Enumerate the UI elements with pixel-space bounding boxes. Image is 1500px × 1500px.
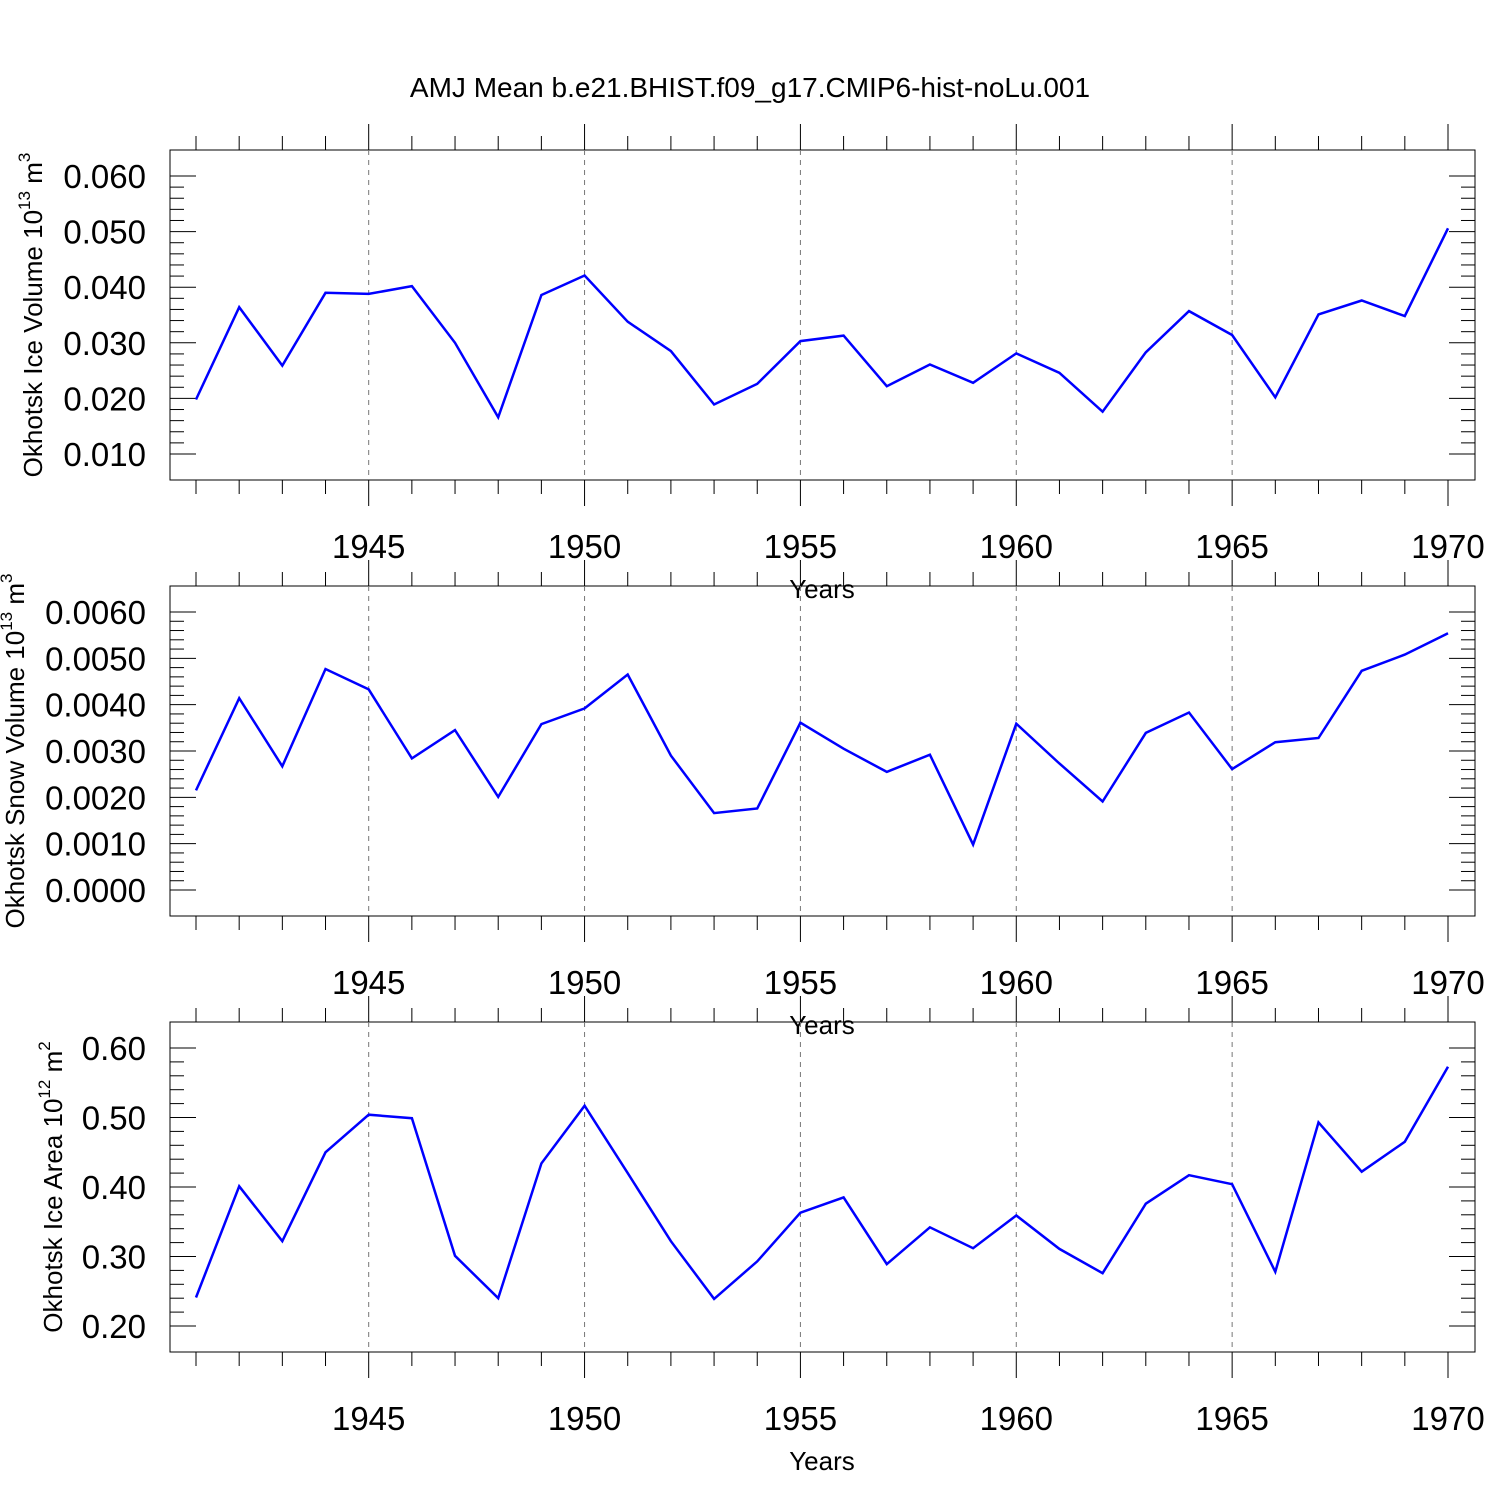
x-tick-label: 1970 [1411,1400,1484,1437]
y-tick-label: 0.30 [82,1239,146,1276]
y-tick-label: 0.40 [82,1169,146,1206]
y-tick-label: 0.0010 [45,826,146,863]
x-tick-label: 1970 [1411,964,1484,1001]
panel-1: 1945 1950 1955 1960 1965 1970 Years 0.010 0.020 0… [15,124,1485,604]
y-axis-label: Okhotsk Ice Volume 1013 m3 [15,153,48,478]
x-tick-label: 1960 [980,528,1053,565]
x-tick-label: 1945 [332,528,405,565]
x-axis-label: Years [789,574,855,604]
x-tick-label: 1960 [980,1400,1053,1437]
y-tick-label: 0.0030 [45,733,146,770]
figure-title: AMJ Mean b.e21.BHIST.f09_g17.CMIP6-hist-… [409,72,1091,103]
x-tick-label: 1950 [548,528,621,565]
y-tick-label: 0.0040 [45,687,146,724]
y-tick-label: 0.060 [63,158,146,195]
x-tick-label: 1965 [1195,1400,1268,1437]
x-axis-label: Years [789,1010,855,1040]
y-tick-label: 0.040 [63,269,146,306]
x-tick-label: 1945 [332,964,405,1001]
y-tick-label: 0.0060 [45,594,146,631]
x-tick-label: 1955 [764,528,837,565]
y-tick-label: 0.010 [63,436,146,473]
plot-frame [169,585,1476,917]
y-axis-label: Okhotsk Ice Area 1012 m2 [35,1041,68,1332]
x-tick-label: 1955 [764,1400,837,1437]
y-tick-label: 0.020 [63,380,146,417]
x-axis-label: Years [789,1446,855,1476]
series-line [194,227,1450,421]
y-tick-label: 0.20 [82,1308,146,1345]
x-tick-label: 1950 [548,1400,621,1437]
panel-2: 1945 1950 1955 1960 1965 1970 Years 0.0000 0.001… [0,560,1485,1040]
y-tick-label: 0.0050 [45,640,146,677]
panel-3: 1945 1950 1955 1960 1965 1970 Years 0.20 0.30 0.4… [35,996,1485,1476]
series-line [194,632,1449,848]
x-tick-label: 1965 [1195,528,1268,565]
y-tick-label: 0.0000 [45,872,146,909]
y-axis-label: Okhotsk Snow Volume 1013 m3 [0,574,30,929]
x-tick-label: 1945 [332,1400,405,1437]
x-tick-label: 1965 [1195,964,1268,1001]
x-tick-label: 1955 [764,964,837,1001]
plot-frame [169,1021,1476,1353]
series-line [194,1066,1450,1301]
x-tick-label: 1960 [980,964,1053,1001]
x-tick-label: 1970 [1411,528,1484,565]
y-tick-label: 0.0020 [45,779,146,816]
y-tick-label: 0.030 [63,325,146,362]
y-tick-label: 0.60 [82,1030,146,1067]
x-tick-label: 1950 [548,964,621,1001]
y-tick-label: 0.50 [82,1100,146,1137]
plot-frame [169,149,1476,481]
y-tick-label: 0.050 [63,214,146,251]
